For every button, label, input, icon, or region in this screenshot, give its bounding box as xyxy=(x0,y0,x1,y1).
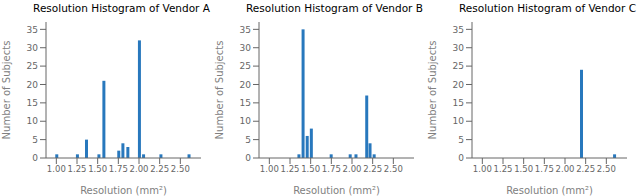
svg-text:35: 35 xyxy=(240,25,251,35)
html-text:Resolution Histogram of Vendor: Resolution Histogram of Vendor A xyxy=(33,2,210,14)
svg-text:0: 0 xyxy=(32,153,38,163)
svg-text:Number of Subjects: Number of Subjects xyxy=(8,41,12,140)
svg-text:1.75: 1.75 xyxy=(535,164,554,174)
svg-text:1.75: 1.75 xyxy=(109,164,128,174)
svg-text:1.00: 1.00 xyxy=(260,164,279,174)
svg-text:2.00: 2.00 xyxy=(556,164,575,174)
svg-text:2.25: 2.25 xyxy=(576,164,595,174)
svg-text:0: 0 xyxy=(458,153,464,163)
svg-text:15: 15 xyxy=(240,98,251,108)
svg-text:15: 15 xyxy=(453,98,464,108)
svg-text:1.75: 1.75 xyxy=(322,164,341,174)
svg-text:30: 30 xyxy=(27,43,39,53)
svg-text:35: 35 xyxy=(453,25,464,35)
svg-text:1.25: 1.25 xyxy=(494,164,513,174)
svg-text:20: 20 xyxy=(27,80,39,90)
svg-text:Resolution (mm²): Resolution (mm²) xyxy=(80,185,167,196)
svg-text:2.00: 2.00 xyxy=(343,164,362,174)
svg-text:10: 10 xyxy=(27,116,39,126)
html-text:Resolution Histogram of Vendor: Resolution Histogram of Vendor B xyxy=(246,2,423,14)
svg-text:1.00: 1.00 xyxy=(47,164,66,174)
svg-text:10: 10 xyxy=(240,116,252,126)
svg-text:30: 30 xyxy=(453,43,465,53)
svg-text:25: 25 xyxy=(27,61,38,71)
svg-text:Resolution (mm²): Resolution (mm²) xyxy=(293,185,380,196)
svg-text:35: 35 xyxy=(27,25,38,35)
svg-text:25: 25 xyxy=(453,61,464,71)
svg-text:25: 25 xyxy=(240,61,251,71)
svg-text:1.50: 1.50 xyxy=(301,164,320,174)
svg-text:2.50: 2.50 xyxy=(171,164,190,174)
svg-text:1.50: 1.50 xyxy=(88,164,107,174)
svg-text:1.00: 1.00 xyxy=(473,164,492,174)
svg-text:5: 5 xyxy=(458,135,464,145)
svg-text:5: 5 xyxy=(245,135,251,145)
svg-text:2.25: 2.25 xyxy=(150,164,169,174)
svg-text:2.00: 2.00 xyxy=(130,164,149,174)
svg-text:1.50: 1.50 xyxy=(514,164,533,174)
svg-text:2.25: 2.25 xyxy=(363,164,382,174)
svg-text:0: 0 xyxy=(245,153,251,163)
svg-text:1.25: 1.25 xyxy=(68,164,87,174)
svg-text:Number of Subjects: Number of Subjects xyxy=(214,41,225,140)
svg-text:15: 15 xyxy=(27,98,38,108)
svg-text:20: 20 xyxy=(453,80,465,90)
svg-text:2.50: 2.50 xyxy=(597,164,616,174)
svg-text:1.25: 1.25 xyxy=(281,164,300,174)
svg-text:5: 5 xyxy=(32,135,38,145)
html-text:Resolution Histogram of Vendor: Resolution Histogram of Vendor C xyxy=(459,2,636,14)
svg-text:2.50: 2.50 xyxy=(384,164,403,174)
svg-text:20: 20 xyxy=(240,80,252,90)
svg-text:Number of Subjects: Number of Subjects xyxy=(427,41,438,140)
svg-text:10: 10 xyxy=(453,116,465,126)
svg-text:30: 30 xyxy=(240,43,252,53)
svg-text:Resolution (mm²): Resolution (mm²) xyxy=(506,185,593,196)
